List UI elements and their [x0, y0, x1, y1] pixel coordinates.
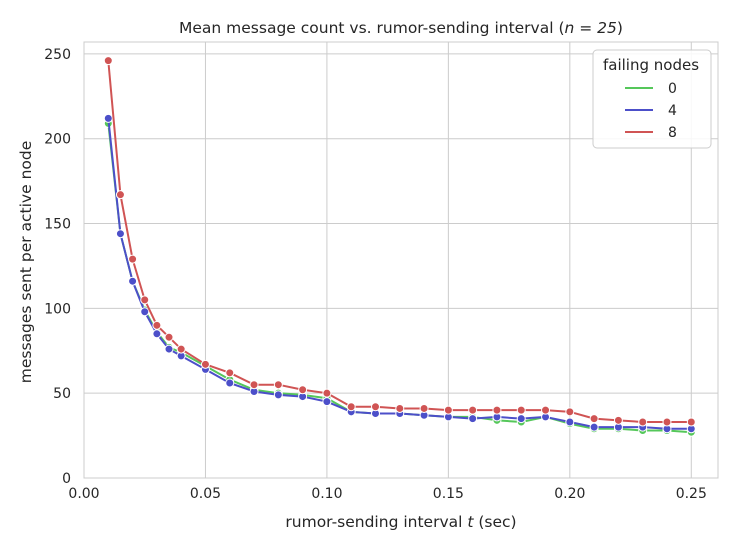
data-point [200, 359, 210, 369]
data-point [140, 295, 150, 305]
x-tick-label: 0.00 [68, 486, 99, 502]
data-point [516, 414, 526, 424]
legend-title: failing nodes [603, 56, 699, 74]
data-point [589, 422, 599, 432]
data-point [686, 417, 696, 427]
data-point [152, 320, 162, 330]
data-point [322, 388, 332, 398]
x-axis-label: rumor-sending interval t (sec) [285, 513, 516, 531]
data-point [249, 380, 259, 390]
data-point [468, 414, 478, 424]
y-tick-label: 0 [62, 471, 71, 487]
chart-title: Mean message count vs. rumor-sending int… [179, 19, 623, 37]
data-point [443, 405, 453, 415]
data-point [298, 385, 308, 395]
legend: failing nodes 0 4 8 [592, 49, 712, 149]
data-point [468, 405, 478, 415]
data-point [103, 56, 113, 66]
legend-box [592, 49, 712, 149]
data-point [176, 344, 186, 354]
x-tick-label: 0.10 [311, 486, 342, 502]
data-point [516, 405, 526, 415]
data-point [662, 417, 672, 427]
data-point [225, 368, 235, 378]
data-point [225, 378, 235, 388]
y-tick-label: 200 [44, 132, 71, 148]
y-tick-label: 150 [44, 217, 71, 233]
legend-label: 8 [668, 125, 677, 141]
data-point [565, 417, 575, 427]
plot-frame [83, 41, 719, 479]
y-tick-label: 100 [44, 301, 71, 317]
data-point [273, 390, 283, 400]
y-tick-label: 250 [44, 47, 71, 63]
data-point [395, 403, 405, 413]
data-point [541, 405, 551, 415]
x-tick-label: 0.15 [433, 486, 464, 502]
legend-label: 0 [668, 81, 677, 97]
data-point [613, 415, 623, 425]
data-point [128, 276, 138, 286]
series-layer [103, 56, 696, 437]
data-point [164, 332, 174, 342]
data-point [103, 113, 113, 123]
data-point [589, 414, 599, 424]
data-point [164, 344, 174, 354]
legend-label: 4 [668, 103, 677, 119]
data-point [322, 397, 332, 407]
data-point [152, 329, 162, 339]
data-point [565, 407, 575, 417]
data-point [140, 307, 150, 317]
data-point [419, 403, 429, 413]
series-8 [103, 56, 696, 427]
series-line [107, 60, 692, 424]
data-point [128, 254, 138, 264]
data-point [115, 229, 125, 239]
legend-items: 0 4 8 [625, 81, 677, 141]
x-tick-label: 0.20 [554, 486, 585, 502]
data-point [492, 405, 502, 415]
data-point [346, 402, 356, 412]
tick-labels: 0.00 0.05 0.10 0.15 0.20 0.25 0 50 100 150 200 250 [44, 47, 707, 502]
y-axis-label: messages sent per active node [17, 141, 35, 384]
data-point [273, 380, 283, 390]
data-point [370, 402, 380, 412]
series-line [107, 118, 692, 430]
x-tick-label: 0.05 [190, 486, 221, 502]
data-point [115, 190, 125, 200]
y-tick-label: 50 [53, 386, 71, 402]
x-tick-label: 0.25 [676, 486, 707, 502]
data-point [638, 417, 648, 427]
